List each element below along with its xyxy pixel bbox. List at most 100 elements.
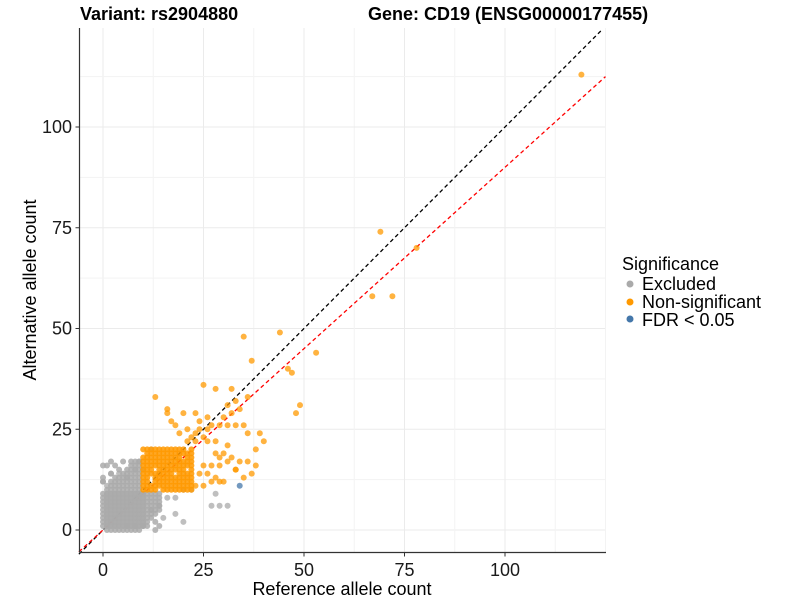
point-non-significant	[192, 430, 199, 437]
point-non-significant	[224, 458, 231, 465]
point-excluded	[224, 502, 231, 509]
point-excluded	[100, 478, 106, 485]
x-tick-label: 0	[98, 560, 108, 580]
point-non-significant	[148, 454, 155, 461]
point-non-significant	[180, 410, 187, 417]
point-non-significant	[188, 482, 195, 489]
point-non-significant	[228, 454, 235, 461]
y-tick-label: 25	[52, 419, 72, 439]
point-excluded	[156, 494, 163, 501]
point-non-significant	[204, 470, 211, 477]
axes	[78, 28, 606, 554]
point-non-significant	[192, 438, 199, 445]
point-non-significant	[260, 438, 267, 445]
point-non-significant	[220, 450, 227, 457]
point-non-significant	[220, 478, 227, 485]
point-excluded	[108, 458, 114, 465]
point-excluded	[148, 494, 155, 501]
point-non-significant	[240, 333, 247, 340]
point-non-significant	[232, 422, 239, 429]
point-non-significant	[188, 454, 195, 461]
data-points	[100, 71, 585, 533]
point-excluded	[116, 470, 123, 477]
point-non-significant	[369, 293, 376, 300]
point-excluded	[104, 482, 110, 489]
point-non-significant	[224, 442, 231, 449]
point-non-significant	[168, 446, 175, 453]
point-non-significant	[208, 462, 215, 469]
point-excluded	[156, 490, 163, 497]
point-non-significant	[184, 426, 191, 433]
point-excluded	[108, 523, 114, 529]
y-tick-label: 50	[52, 319, 72, 339]
point-non-significant	[244, 430, 251, 437]
point-excluded	[128, 466, 135, 473]
point-non-significant	[192, 410, 199, 417]
point-excluded	[156, 506, 163, 513]
point-non-significant	[200, 462, 207, 469]
point-fdr-0-05	[236, 482, 243, 489]
point-non-significant	[180, 466, 187, 473]
y-tick-label: 75	[52, 218, 72, 238]
legend-label-excluded: Excluded	[642, 274, 716, 294]
point-excluded	[180, 518, 187, 525]
point-non-significant	[208, 422, 215, 429]
x-tick-label: 100	[490, 560, 520, 580]
point-excluded	[148, 506, 155, 513]
point-non-significant	[168, 454, 175, 461]
point-excluded	[128, 494, 135, 501]
point-non-significant	[196, 426, 203, 433]
point-excluded	[132, 466, 139, 473]
point-excluded	[208, 502, 215, 509]
point-non-significant	[192, 482, 199, 489]
point-non-significant	[244, 458, 251, 465]
point-non-significant	[276, 329, 283, 336]
point-non-significant	[168, 466, 175, 473]
point-non-significant	[389, 293, 396, 300]
point-excluded	[156, 502, 163, 509]
point-excluded	[156, 523, 163, 529]
point-excluded	[128, 506, 135, 513]
point-excluded	[172, 510, 179, 517]
point-non-significant	[256, 430, 263, 437]
point-excluded	[152, 527, 159, 533]
point-excluded	[104, 462, 110, 469]
point-non-significant	[248, 470, 255, 477]
point-non-significant	[204, 426, 211, 433]
point-excluded	[108, 490, 114, 497]
point-non-significant	[240, 422, 247, 429]
point-non-significant	[212, 438, 219, 445]
point-non-significant	[216, 462, 223, 469]
point-non-significant	[284, 365, 291, 372]
x-tick-label: 75	[394, 560, 414, 580]
point-excluded	[112, 462, 119, 469]
point-non-significant	[184, 438, 191, 445]
point-non-significant	[228, 385, 235, 392]
point-non-significant	[252, 462, 259, 469]
point-non-significant	[377, 228, 384, 235]
point-non-significant	[148, 466, 155, 473]
point-non-significant	[148, 482, 155, 489]
point-non-significant	[252, 446, 259, 453]
point-non-significant	[196, 418, 203, 425]
point-excluded	[120, 458, 127, 465]
point-non-significant	[204, 414, 211, 421]
chart-title-gene: Gene: CD19 (ENSG00000177455)	[368, 4, 648, 24]
legend-swatch-fdr	[626, 315, 634, 323]
point-non-significant	[168, 418, 175, 425]
point-non-significant	[168, 482, 175, 489]
point-non-significant	[220, 414, 227, 421]
point-non-significant	[224, 402, 231, 409]
legend-label-non-significant: Non-significant	[642, 292, 761, 312]
x-axis-title: Reference allele count	[252, 579, 431, 599]
y-tick-label: 0	[62, 520, 72, 540]
point-non-significant	[244, 394, 251, 400]
point-non-significant	[208, 478, 215, 485]
point-non-significant	[297, 402, 303, 409]
point-non-significant	[236, 406, 243, 413]
point-non-significant	[164, 410, 171, 417]
legend: Significance Excluded Non-significant FD…	[622, 254, 761, 330]
reference-line-identity	[78, 29, 602, 555]
point-non-significant	[200, 434, 207, 441]
